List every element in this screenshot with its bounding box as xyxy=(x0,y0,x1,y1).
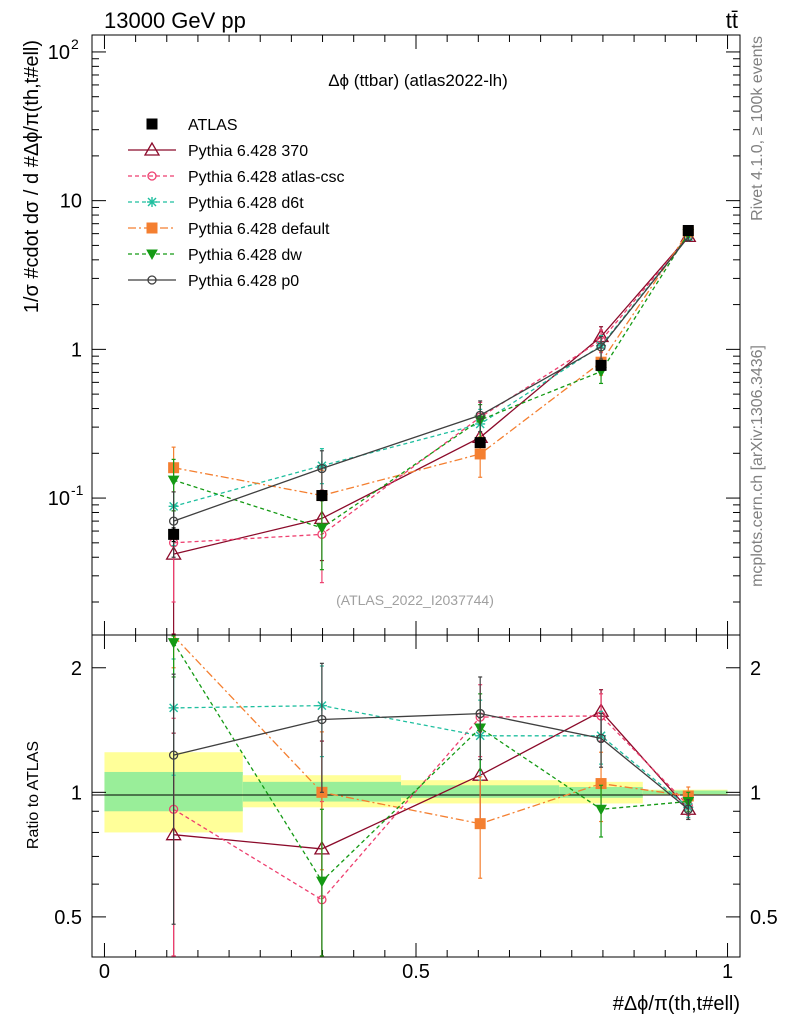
main-y-tick-label-exponent: -1 xyxy=(71,482,84,498)
ratio-x-tick-label: 0 xyxy=(99,961,110,983)
main-data-point xyxy=(475,410,485,420)
main-data-point xyxy=(316,523,328,534)
main-data-point xyxy=(168,528,180,540)
main-data-point xyxy=(316,490,328,502)
legend: ATLAS Pythia 6.428 370 Pythia 6.428 atlas-… xyxy=(128,117,345,290)
ratio-y-tick-label-right: 1 xyxy=(750,782,761,804)
ratio-series-pythia-6-428-p0 xyxy=(168,662,693,925)
legend-label: Pythia 6.428 atlas-csc xyxy=(188,169,345,186)
legend-label: Pythia 6.428 dw xyxy=(188,247,302,264)
legend-entry-pythia-6-428-d6t: Pythia 6.428 d6t xyxy=(128,195,304,212)
ratio-panel: 0.5 0.5 1 1 2 2 0 0.5 1 Ratio to ATLAS #Δϕ/π(th,… xyxy=(25,634,778,1015)
main-series-line xyxy=(173,231,689,497)
ratio-data-point xyxy=(167,638,180,649)
ratio-series-pythia-6-428-370 xyxy=(165,689,697,957)
ratio-data-point xyxy=(475,708,485,719)
ratio-y-tick-label-right: 0.5 xyxy=(750,907,778,929)
main-y-tick-label: 1 xyxy=(71,339,82,361)
ratio-x-tick-label: 1 xyxy=(722,961,733,983)
ratio-data-point xyxy=(317,714,327,725)
energy-label: 13000 GeV pp xyxy=(104,8,246,33)
main-data-point xyxy=(595,359,607,371)
main-y-tick-label: 10 xyxy=(48,42,70,64)
legend-entry-pythia-6-428-atlas-csc: Pythia 6.428 atlas-csc xyxy=(128,169,345,186)
legend-entry-pythia-6-428-370: Pythia 6.428 370 xyxy=(128,141,308,160)
main-data-point xyxy=(682,224,694,236)
legend-entry-pythia-6-428-default: Pythia 6.428 default xyxy=(128,221,330,238)
ratio-data-point xyxy=(596,733,606,744)
legend-marker xyxy=(147,171,157,181)
ratio-data-point xyxy=(474,818,486,830)
analysis-watermark: (ATLAS_2022_I2037744) xyxy=(336,592,494,608)
ratio-y-tick-label-left: 2 xyxy=(71,658,82,680)
ratio-uncertainty-bands xyxy=(104,752,728,833)
main-y-axis-label: 1/σ #cdot dσ / d #Δϕ/π(th,t#ell) xyxy=(21,40,43,313)
main-data-point xyxy=(168,516,179,526)
legend-marker xyxy=(143,141,161,156)
star-stroke xyxy=(147,197,157,207)
ratio-data-point xyxy=(595,804,607,816)
legend-marker xyxy=(146,249,158,261)
main-series-line xyxy=(173,236,689,522)
plot-title: Δϕ (ttbar) (atlas2022-lh) xyxy=(328,71,508,90)
legend-label: Pythia 6.428 370 xyxy=(188,143,308,160)
main-data-point xyxy=(317,463,327,474)
ratio-data-point xyxy=(168,750,179,760)
main-y-tick-label: 10 xyxy=(60,191,82,213)
process-label: tt̄ xyxy=(726,8,738,33)
ratio-data-point xyxy=(683,804,693,814)
ratio-series-group xyxy=(165,635,697,957)
ratio-y-tick-label-left: 1 xyxy=(71,782,82,804)
legend-marker xyxy=(146,222,158,234)
legend-entry-atlas: ATLAS xyxy=(146,117,238,134)
ratio-y-tick-label-left: 0.5 xyxy=(54,907,82,929)
legend-label: Pythia 6.428 default xyxy=(188,221,330,238)
main-series-atlas xyxy=(168,224,694,543)
legend-label: ATLAS xyxy=(188,117,238,134)
ratio-data-point xyxy=(316,876,328,888)
legend-label: Pythia 6.428 p0 xyxy=(188,273,299,290)
main-series-group xyxy=(165,224,697,635)
legend-entry-pythia-6-428-p0: Pythia 6.428 p0 xyxy=(128,273,299,290)
legend-marker xyxy=(146,118,158,130)
main-y-tick-label-exponent: 2 xyxy=(71,36,79,52)
main-series-line xyxy=(173,233,689,529)
main-y-tick-label: 10 xyxy=(48,488,70,510)
main-series-pythia-6-428-p0 xyxy=(168,232,693,558)
x-axis-label: #Δϕ/π(th,t#ell) xyxy=(613,993,740,1015)
ratio-series-line xyxy=(173,642,689,883)
main-data-point xyxy=(474,437,486,449)
ratio-y-tick-label-right: 2 xyxy=(750,658,761,680)
ratio-series-line xyxy=(173,635,689,825)
ratio-x-tick-label: 0.5 xyxy=(402,961,430,983)
legend-marker xyxy=(147,275,157,285)
legend-label: Pythia 6.428 d6t xyxy=(188,195,304,212)
main-data-point xyxy=(474,448,486,460)
ratio-axis-ticks: 0.5 0.5 1 1 2 2 0 0.5 1 xyxy=(54,635,778,983)
ratio-y-axis-label: Ratio to ATLAS xyxy=(25,741,42,849)
main-data-point xyxy=(167,475,180,487)
legend-entry-pythia-6-428-dw: Pythia 6.428 dw xyxy=(128,247,302,264)
legend-marker xyxy=(147,197,157,207)
mcplots-label: mcplots.cern.ch [arXiv:1306.3436] xyxy=(749,345,766,587)
ratio-series-line xyxy=(173,712,689,810)
rivet-version-label: Rivet 4.1.0, ≥ 100k events xyxy=(749,36,766,221)
main-data-point xyxy=(596,342,606,352)
